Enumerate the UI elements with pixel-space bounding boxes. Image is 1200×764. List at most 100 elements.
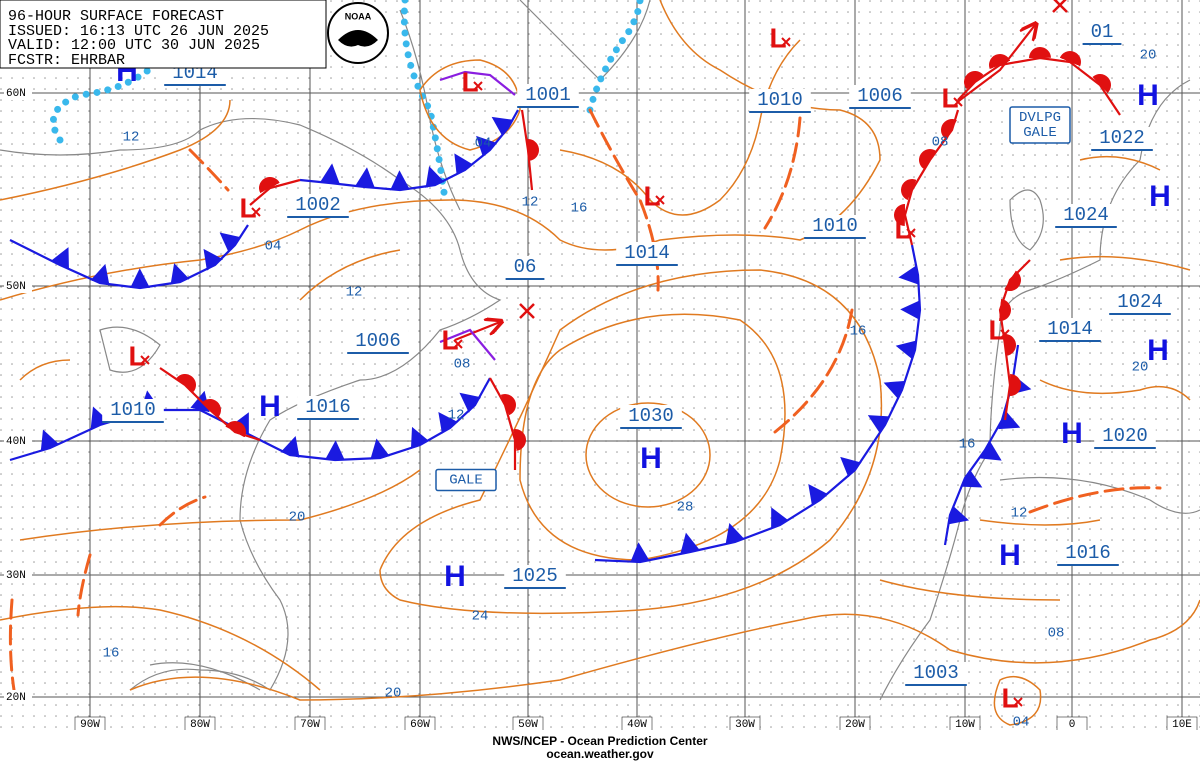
header-line: ISSUED: 16:13 UTC 26 JUN 2025 bbox=[8, 23, 269, 40]
low-x bbox=[781, 37, 791, 47]
low-x bbox=[1000, 329, 1010, 339]
low-center: L bbox=[239, 192, 256, 223]
high-center: H bbox=[640, 442, 662, 475]
isobar-label: 12 bbox=[522, 195, 539, 211]
lon-label: 80W bbox=[190, 719, 210, 731]
pressure-label: 1030 bbox=[628, 405, 674, 427]
high-center: H bbox=[1147, 334, 1169, 367]
isobar-label: 16 bbox=[959, 437, 976, 453]
high-center: H bbox=[444, 560, 466, 593]
pressure-label: 1010 bbox=[812, 215, 858, 237]
pressure-label-bg bbox=[504, 565, 566, 587]
pressure-label-bg bbox=[517, 84, 579, 106]
warning-box bbox=[435, 468, 497, 492]
lon-label: 60W bbox=[410, 719, 430, 731]
header-box bbox=[0, 0, 327, 69]
footer-url: ocean.weather.gov bbox=[546, 747, 654, 761]
pressure-label: 06 bbox=[514, 256, 537, 278]
high-center: H bbox=[1137, 79, 1159, 112]
warning-box bbox=[1009, 106, 1071, 144]
pressure-label: 1016 bbox=[1065, 542, 1111, 564]
pressure-label-bg bbox=[102, 399, 164, 421]
low-x bbox=[251, 207, 261, 217]
isobar-label: 16 bbox=[571, 201, 588, 217]
pressure-label: 1002 bbox=[295, 194, 341, 216]
isobar-label: 08 bbox=[932, 135, 949, 151]
pressure-label-bg bbox=[804, 215, 866, 237]
lon-label: 10W bbox=[955, 719, 975, 731]
lon-label: 10E bbox=[1172, 719, 1192, 731]
low-center: L bbox=[941, 82, 958, 113]
lon-label: 70W bbox=[300, 719, 320, 731]
pressure-label-bg bbox=[505, 256, 545, 278]
pressure-label: 01 bbox=[1091, 21, 1114, 43]
pressure-label: 1010 bbox=[110, 399, 156, 421]
pressure-label-bg bbox=[1055, 204, 1117, 226]
pressure-label: 1016 bbox=[305, 396, 351, 418]
pressure-label-bg bbox=[1039, 318, 1101, 340]
pressure-label-bg bbox=[297, 396, 359, 418]
storm-positions bbox=[519, 0, 1068, 319]
pressure-label-bg bbox=[616, 242, 678, 264]
high-center: H bbox=[1149, 180, 1171, 213]
isobar-label: 20 bbox=[1132, 360, 1149, 376]
isobar-label: 12 bbox=[1011, 506, 1028, 522]
lon-label: 0 bbox=[1069, 719, 1076, 731]
lat-label-box bbox=[4, 434, 32, 448]
lon-label: 50W bbox=[518, 719, 538, 731]
pressure-label: 1022 bbox=[1099, 127, 1145, 149]
pressure-label-bg bbox=[1091, 127, 1153, 149]
pressure-label-bg bbox=[1082, 21, 1122, 43]
lat-label-box bbox=[4, 86, 32, 100]
pressure-label: 1001 bbox=[525, 84, 571, 106]
pressure-label: 1010 bbox=[757, 89, 803, 111]
fronts bbox=[9, 25, 1121, 564]
pressure-label-bg bbox=[1094, 425, 1156, 447]
lat-label: 50N bbox=[6, 281, 26, 293]
lon-label: 20W bbox=[845, 719, 865, 731]
low-center: L bbox=[643, 180, 660, 211]
low-x bbox=[655, 195, 665, 205]
footer-agency: NWS/NCEP - Ocean Prediction Center bbox=[492, 734, 707, 748]
pressure-label: 1014 bbox=[624, 242, 670, 264]
low-center: L bbox=[441, 324, 458, 355]
isobar-label: 16 bbox=[850, 324, 867, 340]
pressure-label-bg bbox=[1057, 542, 1119, 564]
header-line: FCSTR: EHRBAR bbox=[8, 52, 125, 69]
high-center: H bbox=[999, 539, 1021, 572]
low-x bbox=[453, 339, 463, 349]
header-line: VALID: 12:00 UTC 30 JUN 2025 bbox=[8, 37, 260, 54]
low-center: L bbox=[128, 340, 145, 371]
pressure-label-bg bbox=[749, 89, 811, 111]
low-x bbox=[473, 81, 483, 91]
warning-text: DVLPG bbox=[1019, 110, 1061, 126]
isobar-label: 04 bbox=[1013, 715, 1030, 731]
low-x bbox=[140, 355, 150, 365]
pressure-label: 1024 bbox=[1117, 291, 1163, 313]
warning-text: GALE bbox=[449, 473, 483, 489]
isobar-label: 12 bbox=[123, 130, 140, 146]
pressure-label: 1025 bbox=[512, 565, 558, 587]
pressure-label: 1006 bbox=[355, 330, 401, 352]
pressure-label-bg bbox=[347, 330, 409, 352]
pressure-label-bg bbox=[849, 85, 911, 107]
low-center: L bbox=[894, 213, 911, 244]
pressure-label-bg bbox=[620, 405, 682, 427]
lat-label-box bbox=[4, 279, 32, 293]
pressure-label-bg bbox=[287, 194, 349, 216]
lon-label: 90W bbox=[80, 719, 100, 731]
low-center: L bbox=[769, 22, 786, 53]
low-x bbox=[953, 97, 963, 107]
isobar-label: 08 bbox=[454, 357, 471, 373]
isobar-label: 20 bbox=[1140, 48, 1157, 64]
lat-label: 40N bbox=[6, 436, 26, 448]
pressure-label: 1014 bbox=[1047, 318, 1093, 340]
pressure-label: 1020 bbox=[1102, 425, 1148, 447]
warning-text: GALE bbox=[1023, 125, 1057, 141]
high-center: H bbox=[1061, 417, 1083, 450]
isobar-label: 04 bbox=[265, 239, 282, 255]
footer-band bbox=[0, 730, 1200, 764]
isobar-label: 16 bbox=[103, 646, 120, 662]
isobar-label: 20 bbox=[385, 686, 402, 702]
pressure-label: 1003 bbox=[913, 662, 959, 684]
